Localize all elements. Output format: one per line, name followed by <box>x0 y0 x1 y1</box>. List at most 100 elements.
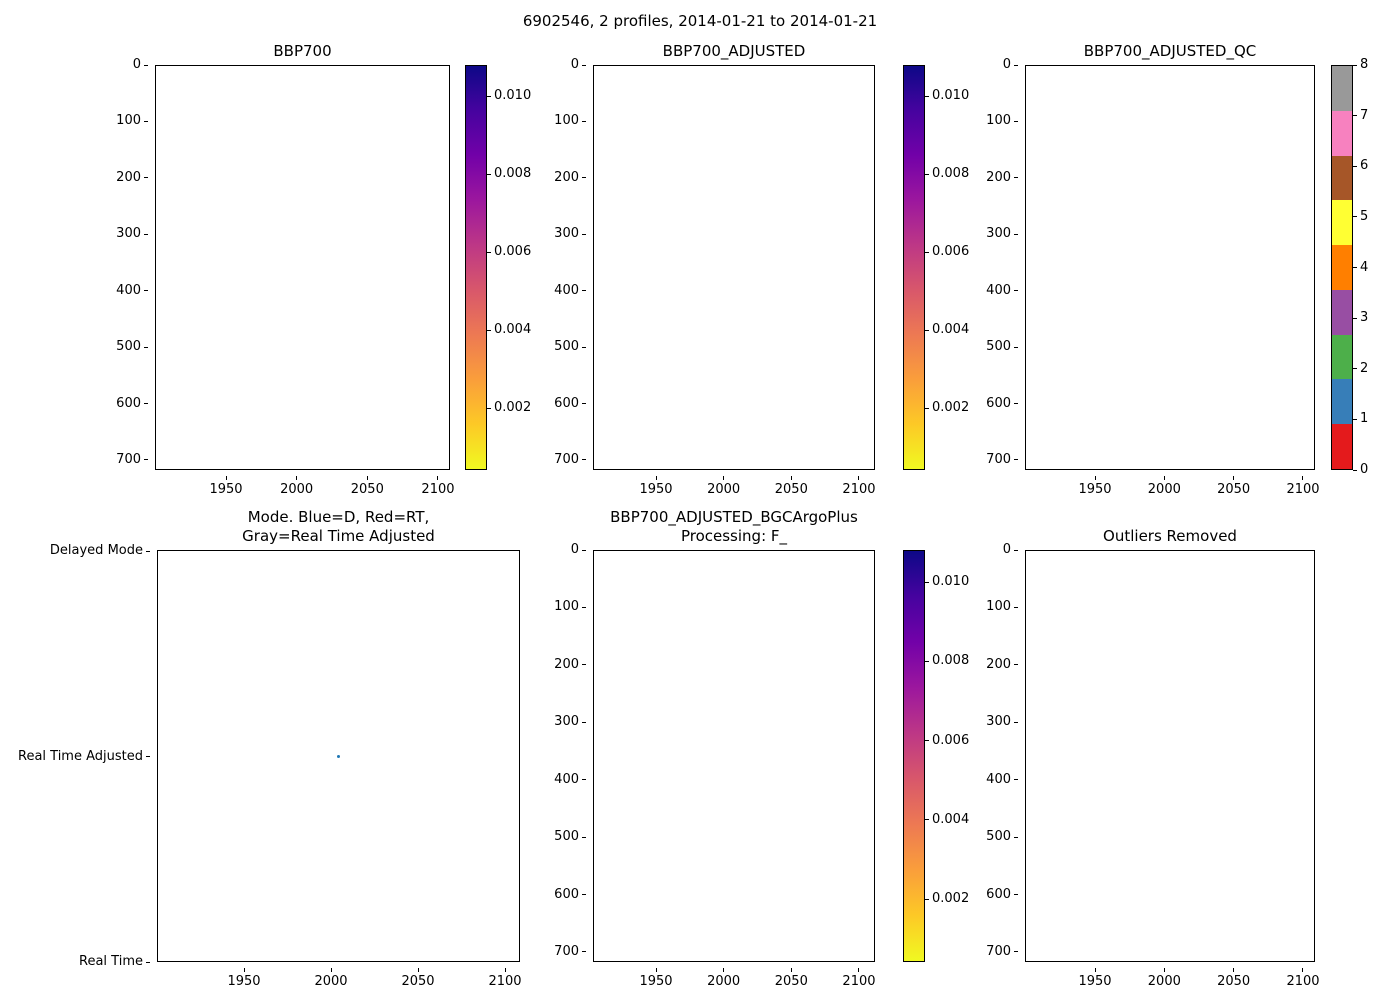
yticks-bbp700-adjusted-qc: 0 100 200 300 400 500 600 700 <box>978 58 1018 467</box>
tick-label: 1950 <box>1073 476 1117 497</box>
axes-title-bbp700: BBP700 <box>273 42 332 60</box>
colorbar-qc-segments <box>1332 66 1352 470</box>
tick-label: 2000 <box>702 476 746 497</box>
tick-label: 0.010 <box>925 575 975 589</box>
tick-label: 0.004 <box>925 812 975 827</box>
colorbar-bbp700-ticks: 0.010 0.008 0.006 0.004 0.002 <box>487 89 537 415</box>
tick-label: 200 <box>554 657 586 672</box>
tick-label: 0.002 <box>925 401 975 415</box>
qc-color-segment <box>1332 110 1352 156</box>
qc-color-segment <box>1332 245 1352 290</box>
tick-label: 2050 <box>1212 968 1256 989</box>
tick-label: 2000 <box>1142 476 1186 497</box>
tick-label: 5 <box>1353 209 1383 224</box>
tick-label: 2000 <box>309 968 353 989</box>
colorbar-bbp700-adjusted-ticks: 0.010 0.008 0.006 0.004 0.002 <box>925 89 975 415</box>
tick-label: 100 <box>986 114 1018 128</box>
tick-label: 1 <box>1353 412 1383 426</box>
tick-label: 2050 <box>769 968 813 989</box>
tick-label: 600 <box>986 396 1018 411</box>
axes-title-bgcargoplus-line1: BBP700_ADJUSTED_BGCArgoPlus <box>610 508 858 526</box>
colorbar-bbp700 <box>465 65 487 470</box>
tick-label: 400 <box>554 283 586 298</box>
tick-label: 7 <box>1353 108 1383 123</box>
tick-label: 500 <box>986 830 1018 844</box>
axes-title-mode-line2: Gray=Real Time Adjusted <box>242 527 435 545</box>
yticks-bgcargoplus: 0 100 200 300 400 500 600 700 <box>546 543 586 959</box>
tick-label: 300 <box>116 227 148 241</box>
figure-suptitle: 6902546, 2 profiles, 2014-01-21 to 2014-… <box>522 12 878 30</box>
tick-label: 600 <box>116 396 148 411</box>
tick-label: 2100 <box>1281 968 1325 989</box>
tick-label: 0.010 <box>487 89 537 103</box>
qc-color-segment <box>1332 155 1352 201</box>
colorbar-bbp700-adjusted <box>903 65 925 470</box>
tick-label: 700 <box>554 452 586 467</box>
yticks-bbp700: 0 100 200 300 400 500 600 700 <box>108 58 148 467</box>
tick-label: 8 <box>1353 58 1383 72</box>
axes-title-mode: Mode. Blue=D, Red=RT, Gray=Real Time Adj… <box>157 508 520 546</box>
xticks-outliers-removed: 1950 2000 2050 2100 <box>1073 968 1325 989</box>
tick-label: 200 <box>554 170 586 185</box>
tick-label: 2050 <box>769 476 813 497</box>
tick-label: 0.010 <box>925 89 975 103</box>
colorbar-bgcargoplus <box>903 550 925 962</box>
tick-label: 0 <box>133 58 148 72</box>
yticks-bbp700-adjusted: 0 100 200 300 400 500 600 700 <box>546 58 586 467</box>
tick-label: 2100 <box>1281 476 1325 497</box>
tick-label: 100 <box>116 114 148 128</box>
tick-label: 300 <box>986 227 1018 241</box>
qc-color-segment <box>1332 424 1352 470</box>
tick-label: 700 <box>116 452 148 467</box>
tick-label: 200 <box>116 170 148 185</box>
tick-label: 500 <box>554 340 586 354</box>
tick-label: 700 <box>986 452 1018 467</box>
tick-label: 400 <box>554 772 586 787</box>
tick-label: 1950 <box>634 968 678 989</box>
tick-label: 400 <box>986 283 1018 298</box>
tick-label: 4 <box>1353 260 1383 275</box>
tick-label: 500 <box>986 340 1018 354</box>
tick-label: 2100 <box>837 968 881 989</box>
axes-title-bgcargoplus: BBP700_ADJUSTED_BGCArgoPlus Processing: … <box>593 508 875 546</box>
tick-label: 300 <box>554 715 586 729</box>
yticks-mode: Delayed Mode Real Time Adjusted Real Time <box>18 544 150 969</box>
tick-label: 0 <box>1353 463 1383 477</box>
tick-label: 0.004 <box>925 323 975 337</box>
tick-label: 2000 <box>275 476 319 497</box>
axes-bbp700-adjusted <box>593 65 875 470</box>
tick-label: 500 <box>116 340 148 354</box>
tick-label: 0.008 <box>925 167 975 181</box>
qc-color-segment <box>1332 289 1352 335</box>
tick-label: 0.006 <box>487 245 537 259</box>
axes-title-bbp700-adjusted: BBP700_ADJUSTED <box>662 42 806 60</box>
axes-bbp700-adjusted-qc <box>1025 65 1315 470</box>
tick-label: 300 <box>554 227 586 241</box>
tick-label: 600 <box>554 396 586 411</box>
qc-color-segment <box>1332 200 1352 246</box>
colorbar-bgcargoplus-gradient <box>904 551 924 961</box>
tick-label: 600 <box>986 887 1018 902</box>
tick-label: 2050 <box>345 476 389 497</box>
xticks-mode: 1950 2000 2050 2100 <box>222 968 527 989</box>
tick-label: 1950 <box>1073 968 1117 989</box>
tick-label: 200 <box>986 170 1018 185</box>
tick-label: 2100 <box>416 476 460 497</box>
tick-label: 600 <box>554 887 586 902</box>
tick-label: 2000 <box>1142 968 1186 989</box>
axes-title-bgcargoplus-line2: Processing: F_ <box>680 527 788 545</box>
xticks-bbp700: 1950 2000 2050 2100 <box>204 476 460 497</box>
tick-label: 0 <box>571 543 586 557</box>
tick-label: 700 <box>986 944 1018 959</box>
colorbar-qc <box>1331 65 1353 470</box>
tick-label: 0 <box>1003 543 1018 557</box>
axes-bgcargoplus <box>593 550 875 962</box>
tick-label: 2100 <box>483 968 527 989</box>
qc-color-segment <box>1332 334 1352 380</box>
tick-label: 0 <box>571 58 586 72</box>
tick-label: 2100 <box>837 476 881 497</box>
tick-label: 100 <box>554 600 586 614</box>
tick-label: 2050 <box>396 968 440 989</box>
mode-point <box>337 755 340 758</box>
tick-label: 2 <box>1353 361 1383 376</box>
